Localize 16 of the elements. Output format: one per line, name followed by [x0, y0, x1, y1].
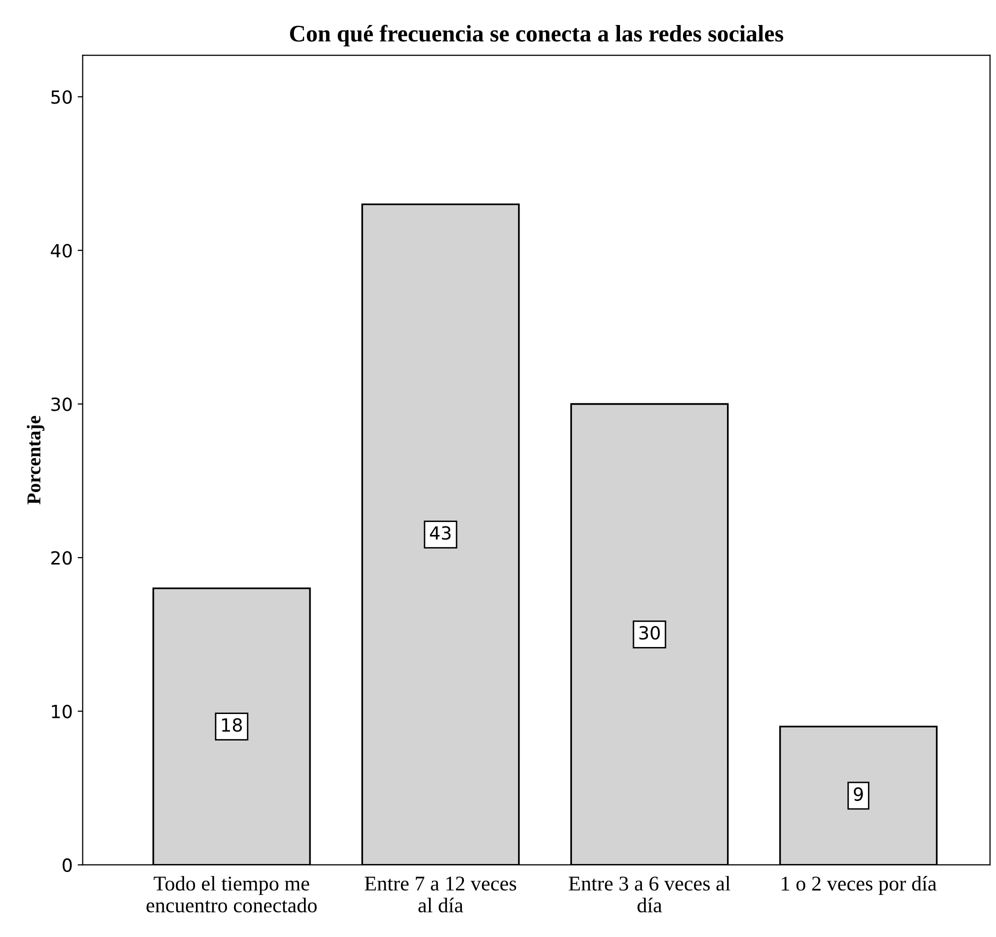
x-tick-label: 1 o 2 veces por día [782, 876, 937, 895]
x-tick-label: Todo el tiempo me encuentro conectado [146, 876, 317, 912]
y-tick-label: 40 [50, 244, 72, 258]
x-tick-label: Entre 7 a 12 veces al día [364, 876, 516, 912]
y-tick-label: 10 [52, 704, 72, 718]
data-label: 30 [639, 626, 660, 640]
data-label: 43 [430, 526, 451, 540]
chart-title: Con qué frecuencia se conecta a las redes sociales [290, 24, 784, 46]
y-tick-label: 30 [51, 397, 72, 412]
y-tick-label: 20 [51, 551, 72, 565]
x-tick-label: Entre 3 a 6 veces al día [568, 876, 730, 912]
data-label: 9 [854, 787, 863, 801]
data-label: 18 [222, 718, 242, 732]
y-axis-title: Porcentaje [26, 416, 44, 504]
y-tick-label: 50 [51, 90, 72, 104]
y-tick-label: 0 [62, 858, 72, 872]
